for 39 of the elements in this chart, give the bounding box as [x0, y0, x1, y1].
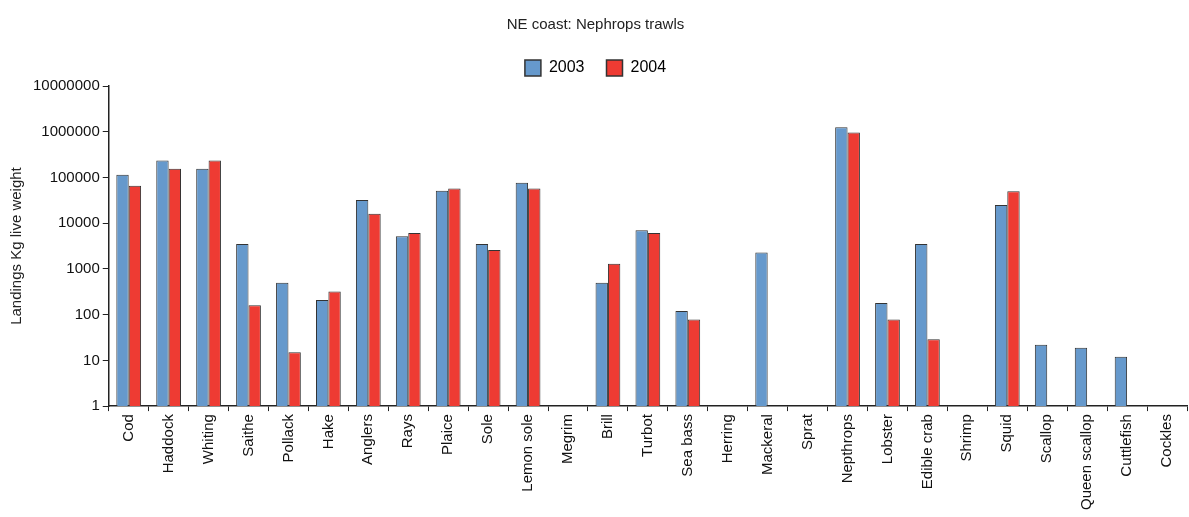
x-tick-label: Scallop	[1037, 414, 1055, 464]
y-tick-label: 100000	[49, 167, 100, 185]
y-tick-label: 100	[74, 304, 100, 322]
legend-label: 2003	[548, 58, 585, 76]
x-tick-label: Sole	[478, 414, 496, 445]
x-tick-label: Squid	[997, 414, 1015, 453]
y-tick-label: 10000	[58, 213, 100, 231]
x-tick-label: Cuttlefish	[1117, 414, 1135, 477]
x-tick-label: Brill	[598, 414, 616, 440]
x-tick-label: Lemon sole	[518, 414, 536, 492]
y-axis-title: Landings Kg live weight	[7, 166, 25, 325]
x-tick-label: Rays	[398, 414, 416, 449]
y-tick-label: 10	[83, 350, 100, 368]
x-tick-label: Mackeral	[757, 414, 775, 475]
legend-label: 2004	[630, 58, 667, 76]
x-tick-label: Edible crab	[917, 414, 935, 490]
x-tick-label: Haddock	[158, 413, 176, 474]
x-tick-label: Pollack	[278, 413, 296, 463]
y-tick-label: 1000000	[41, 121, 100, 139]
x-tick-label: Lobster	[877, 414, 895, 465]
y-tick-label: 1	[91, 396, 100, 414]
x-tick-label: Plaice	[438, 414, 456, 455]
x-tick-label: Sea bass	[677, 414, 695, 477]
x-tick-label: Nepthrops	[837, 414, 855, 484]
x-tick-label: Turbot	[638, 413, 656, 457]
x-tick-label: Sprat	[797, 413, 815, 450]
x-tick-label: Cod	[118, 414, 136, 442]
y-tick-label: 1000	[66, 259, 100, 277]
x-tick-label: Herring	[717, 414, 735, 464]
x-tick-label: Saithe	[238, 414, 256, 457]
x-tick-label: Whiting	[198, 414, 216, 465]
x-tick-label: Hake	[318, 414, 336, 450]
x-tick-label: Cockles	[1157, 414, 1175, 468]
y-tick-label: 10000000	[32, 76, 100, 94]
x-tick-label: Shrimp	[957, 414, 975, 462]
chart-title: NE coast: Nephrops trawls	[506, 15, 685, 33]
x-tick-label: Anglers	[358, 414, 376, 465]
x-tick-label: Queen scallop	[1077, 414, 1095, 511]
x-tick-label: Megrim	[558, 414, 576, 465]
